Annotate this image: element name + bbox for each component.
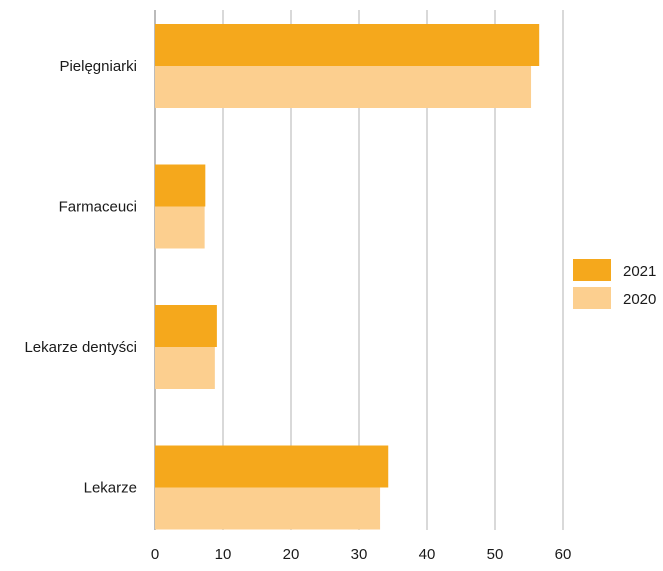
legend-label-2020: 2020 [623, 291, 656, 308]
bar-2021-1 [155, 164, 206, 207]
bar-2020-0 [155, 66, 532, 108]
x-tick-label: 0 [151, 546, 159, 563]
legend-label-2021: 2021 [623, 263, 656, 280]
x-tick-label: 60 [555, 546, 572, 563]
bar-2020-3 [155, 487, 381, 530]
bar-2021-0 [155, 24, 540, 66]
bar-2020-2 [155, 347, 215, 389]
category-label: Farmaceuci [59, 199, 137, 216]
x-tick-label: 20 [283, 546, 300, 563]
legend-swatch-2021 [573, 259, 611, 281]
legend: 2021 2020 [573, 259, 656, 309]
category-label: Lekarze dentyści [24, 339, 137, 356]
bar-2020-1 [155, 206, 205, 249]
x-tick-label: 50 [487, 546, 504, 563]
bars [155, 24, 540, 530]
x-tick-label: 30 [351, 546, 368, 563]
legend-swatch-2020 [573, 287, 611, 309]
category-label: Pielęgniarki [59, 58, 137, 75]
x-tick-label: 40 [419, 546, 436, 563]
bar-2021-3 [155, 445, 389, 488]
x-axis-ticks: 0 10 20 30 40 50 60 [151, 546, 572, 563]
category-label: Lekarze [84, 480, 137, 497]
x-tick-label: 10 [215, 546, 232, 563]
category-labels: Pielęgniarki Farmaceuci Lekarze dentyści Le… [24, 58, 137, 497]
bar-2021-2 [155, 305, 217, 347]
